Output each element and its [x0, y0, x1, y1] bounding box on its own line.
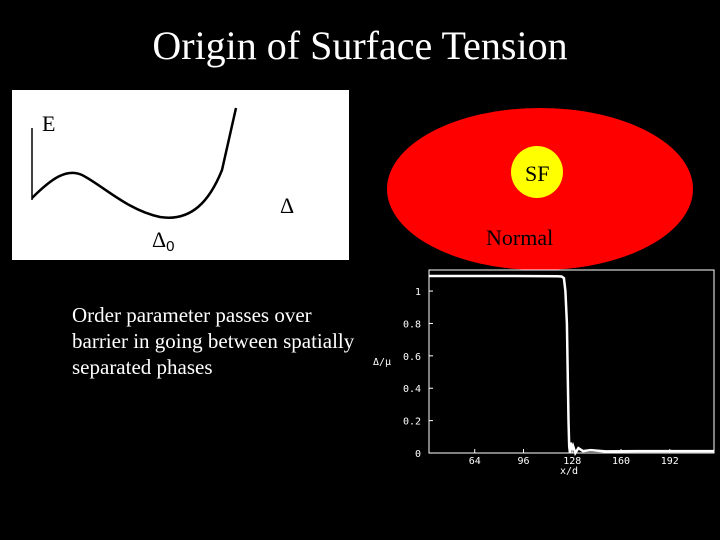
x-tick-label: 64	[469, 456, 481, 467]
delta-subscript: 0	[166, 238, 175, 255]
y-tick-label: 0	[415, 449, 421, 460]
y-tick-label: 0.4	[403, 384, 421, 395]
delta-axis-label: Δ	[280, 193, 295, 218]
page-title: Origin of Surface Tension	[152, 23, 568, 68]
y-tick-label: 1	[415, 287, 421, 298]
chart-svg: 0 0.2 0.4 0.6 0.8 1 64 96 128 160 192 Δ/μ x/d	[373, 269, 715, 477]
normal-label: Normal	[486, 225, 554, 250]
energy-curve-plot	[31, 107, 238, 219]
superfluid-label: SF	[525, 161, 550, 186]
x-axis-label: x/d	[560, 466, 578, 477]
y-axis-ticks: 0 0.2 0.4 0.6 0.8 1	[403, 287, 433, 460]
phase-diagram: SF Normal	[385, 107, 695, 272]
superfluid-region	[511, 146, 563, 198]
energy-axis-label: E	[42, 111, 56, 136]
x-tick-label: 160	[612, 456, 630, 467]
y-tick-label: 0.8	[403, 319, 421, 330]
caption-text: Order parameter passes over barrier in g…	[72, 303, 355, 379]
y-axis-label: Δ/μ	[373, 357, 391, 368]
order-parameter-line	[429, 274, 714, 456]
delta-symbol: Δ	[152, 227, 167, 252]
energy-landscape-panel: E Δ Δ0	[12, 90, 349, 260]
delta-zero-label: Δ0	[152, 227, 175, 256]
y-tick-label: 0.2	[403, 417, 421, 428]
y-tick-label: 0.6	[403, 352, 421, 363]
order-parameter-chart: 0 0.2 0.4 0.6 0.8 1 64 96 128 160 192 Δ/μ x/d	[368, 265, 718, 485]
x-tick-label: 192	[661, 456, 679, 467]
phase-diagram-svg	[387, 108, 693, 270]
x-tick-label: 96	[517, 456, 529, 467]
energy-curve	[31, 107, 238, 219]
plot-frame	[428, 269, 715, 454]
x-tick-label: 128	[563, 456, 581, 467]
